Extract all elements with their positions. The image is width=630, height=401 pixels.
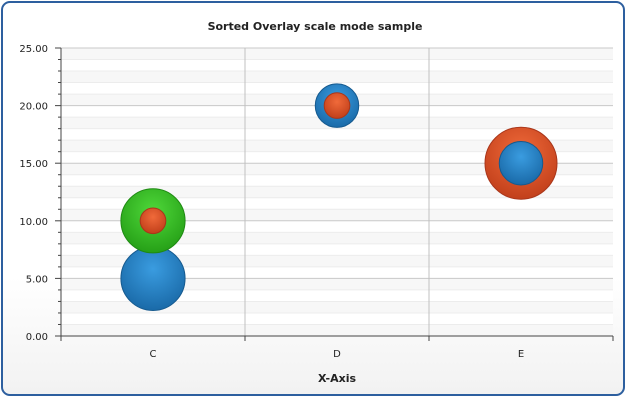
grid-band <box>61 186 613 198</box>
x-tick-label: E <box>518 349 524 360</box>
plot-area: 0.00 5.00 10.00 15.00 20.00 25.00 C D E <box>19 44 614 360</box>
grid-band <box>61 255 613 267</box>
grid-band <box>61 48 613 60</box>
y-tick-label: 20.00 <box>19 102 48 113</box>
bubble-point <box>120 245 186 311</box>
y-tick-label: 5.00 <box>26 274 48 285</box>
grid-band <box>61 71 613 83</box>
y-tick-label: 25.00 <box>19 44 48 55</box>
x-tick-labels: C D E <box>150 349 525 360</box>
axes <box>55 47 614 341</box>
y-tick-label: 10.00 <box>19 217 48 228</box>
chart-frame: Sorted Overlay scale mode sample 0.00 5.0… <box>1 1 625 396</box>
chart-title: Sorted Overlay scale mode sample <box>208 20 423 33</box>
x-axis-label: X-Axis <box>318 372 357 385</box>
bubble-point <box>323 92 351 119</box>
bubble-point <box>498 140 544 186</box>
grid-band <box>61 140 613 152</box>
x-tick-label: D <box>333 349 341 360</box>
grid-band <box>61 278 613 290</box>
bubble-layer <box>120 83 558 311</box>
y-tick-label: 15.00 <box>19 159 48 170</box>
grid-band <box>61 324 613 336</box>
bubble-point <box>139 207 167 235</box>
grid-band <box>61 232 613 244</box>
y-tick-label: 0.00 <box>26 332 48 343</box>
y-tick-labels: 0.00 5.00 10.00 15.00 20.00 25.00 <box>19 44 48 343</box>
grid-band <box>61 163 613 175</box>
bubble-chart: Sorted Overlay scale mode sample 0.00 5.0… <box>19 20 614 385</box>
grid-band <box>61 301 613 313</box>
x-tick-label: C <box>150 349 157 360</box>
grid-band <box>61 209 613 221</box>
